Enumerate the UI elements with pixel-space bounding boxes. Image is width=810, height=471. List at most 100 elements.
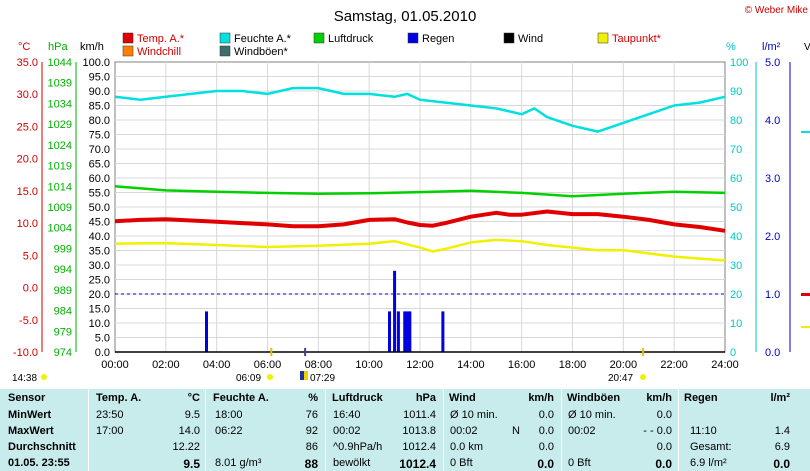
pressure-tick-label: 979 [54, 326, 72, 338]
header-rain: Regen [684, 392, 718, 404]
wind-tick-label: 75.0 [89, 130, 110, 142]
wind-tick-label: 20.0 [89, 289, 110, 301]
rain-bar [396, 311, 400, 352]
rain-tick-label: 0.0 [765, 347, 780, 359]
stats-cell-gust-a: 00:02 [568, 425, 596, 437]
rain-tick-label: 2.0 [765, 231, 780, 243]
rain-bar [408, 311, 412, 352]
rain-bar [403, 311, 407, 352]
temp-tick-label: -5.0 [19, 315, 38, 327]
stats-cell-gust-val: - - 0.0 [643, 425, 672, 437]
header-temp-unit: °C [187, 392, 200, 404]
pressure-tick-label: 1019 [48, 161, 72, 173]
pressure-tick-label: 1014 [48, 181, 72, 193]
series-line-feuchte-a [114, 86, 726, 133]
temp-tick-label: 5.0 [23, 250, 38, 262]
humidity-tick-label: 50 [730, 202, 742, 214]
temp-tick-label: 15.0 [17, 186, 38, 198]
col-divider [443, 389, 444, 471]
chart-marks [114, 86, 726, 356]
side-label: V [804, 42, 810, 53]
header-rain-unit: l/m² [770, 392, 790, 404]
wind-tick-label: 55.0 [89, 188, 110, 200]
temp-tick-label: 10.0 [17, 218, 38, 230]
legend-swatch [503, 32, 515, 44]
stats-cell-wind-a: 0.0 km [450, 441, 484, 453]
stats-cell-temp-time: 23:50 [96, 409, 124, 421]
pressure-tick-label: 1024 [48, 140, 72, 152]
wind-tick-label: 50.0 [89, 202, 110, 214]
header-sensor: Sensor [8, 392, 46, 404]
humidity-tick-label: 40 [730, 231, 742, 243]
legend-swatch [407, 32, 419, 44]
col-divider [88, 389, 89, 471]
rain-tick-label: 4.0 [765, 115, 780, 127]
stats-cell-pres-time: bewölkt [333, 457, 371, 469]
rain-bar [441, 311, 445, 352]
sun-icon [41, 374, 47, 380]
stats-cell-pres-val: 1012.4 [399, 457, 436, 471]
stats-table: Sensor Temp. A. °C Feuchte A. % Luftdruc… [0, 389, 810, 471]
humidity-unit-label: % [726, 41, 736, 53]
rain-bar [205, 311, 208, 352]
stats-cell-rain-val: 1.4 [774, 425, 790, 437]
col-divider [678, 389, 679, 471]
stats-cell-rain-val: 0.0 [773, 457, 790, 471]
pressure-tick-label: 1004 [48, 223, 72, 235]
wind-tick-label: 0.0 [95, 347, 110, 359]
wind-tick-label: 25.0 [89, 275, 110, 287]
pressure-tick-label: 994 [54, 264, 72, 276]
temp-tick-label: 20.0 [17, 154, 38, 166]
legend: Temp. A.* Feuchte A.* Luftdruck Regen Wind Ta… [122, 32, 662, 58]
stats-cell-hum-time: 8.01 g/m³ [215, 457, 262, 469]
stats-cell-wind-a: 0 Bft [450, 457, 473, 469]
stats-cell-hum-val: 88 [304, 457, 318, 471]
stats-cell-temp-val: 14.0 [178, 425, 200, 437]
stats-cell-wind-a: Ø 10 min. [450, 409, 498, 421]
header-wind-unit: km/h [528, 392, 554, 404]
header-pressure-unit: hPa [415, 392, 436, 404]
x-tick-label: 16:00 [508, 359, 536, 371]
stats-cell-temp-val: 12.22 [172, 441, 200, 453]
rain-tick-label: 5.0 [765, 57, 780, 69]
header-temp: Temp. A. [96, 392, 142, 404]
temp-tick-label: 35.0 [17, 57, 38, 69]
rain-unit-label: l/m² [762, 41, 781, 53]
stats-cell-pres-time: ^0.9hPa/h [333, 441, 383, 453]
stats-cell-wind-b: N [512, 425, 520, 437]
x-tick-label: 14:00 [457, 359, 485, 371]
pressure-tick-label: 984 [54, 306, 72, 318]
x-tick-label: 18:00 [559, 359, 587, 371]
humidity-tick-label: 70 [730, 144, 742, 156]
x-tick-label: 24:00 [711, 359, 739, 371]
pressure-tick-label: 974 [54, 347, 72, 359]
header-gust: Windböen [567, 392, 621, 404]
legend-label: Luftdruck [328, 33, 374, 45]
legend-swatch [313, 32, 325, 44]
rain-bar [388, 311, 391, 352]
x-tick-label: 04:00 [203, 359, 231, 371]
stats-cell-rain-a: Gesamt: [690, 441, 732, 453]
rain-bar [405, 311, 409, 352]
legend-swatch [597, 32, 609, 44]
humidity-tick-label: 20 [730, 289, 742, 301]
stats-cell-label: 01.05. 23:55 [8, 457, 70, 469]
col-divider [205, 389, 206, 471]
temp-tick-label: 25.0 [17, 121, 38, 133]
stats-cell-pres-time: 00:02 [333, 425, 361, 437]
sunset-label: 20:47 [608, 373, 633, 384]
stats-cell-pres-val: 1011.4 [403, 409, 436, 421]
temp-tick-label: 30.0 [17, 89, 38, 101]
day-length-label: 14:38 [12, 373, 37, 384]
series-line-temp-a [114, 209, 726, 233]
stats-cell-label: MinWert [8, 409, 52, 421]
wind-tick-label: 100.0 [82, 57, 110, 69]
wind-tick-label: 80.0 [89, 115, 110, 127]
stats-cell-hum-val: 92 [305, 425, 318, 437]
legend-label: Windchill [137, 46, 181, 58]
humidity-tick-label: 90 [730, 86, 742, 98]
stats-cell-gust-val: 0.0 [656, 441, 672, 453]
x-tick-label: 12:00 [406, 359, 434, 371]
moon-icon-half [304, 371, 308, 380]
x-tick-label: 10:00 [355, 359, 383, 371]
